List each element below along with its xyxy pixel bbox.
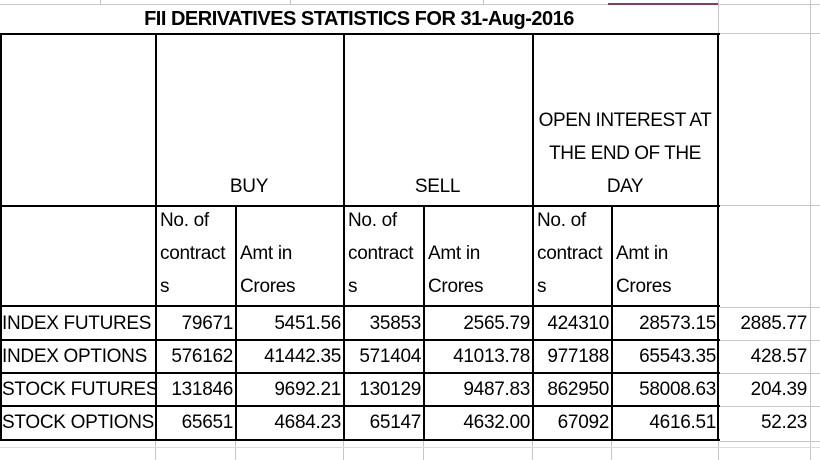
cell-buy-amount[interactable]: 41442.35	[264, 346, 341, 367]
subheader-label: Amt in Crores	[428, 243, 484, 297]
gridline	[718, 0, 719, 33]
cell-extra-amount[interactable]: 428.57	[750, 346, 808, 367]
cell-oi-contracts[interactable]: 977188	[547, 346, 609, 367]
gridline	[0, 447, 820, 448]
gridline	[532, 441, 533, 460]
subheader-oi-contracts[interactable]: No. of contracts	[534, 206, 609, 305]
gridline	[483, 0, 484, 5]
row-label[interactable]: INDEX OPTIONS	[2, 346, 147, 367]
table-border	[155, 33, 157, 441]
group-header-sell-label: SELL	[414, 176, 461, 197]
cell-oi-amount[interactable]: 58008.63	[639, 379, 716, 400]
gridline	[720, 205, 820, 206]
cell-oi-contracts[interactable]: 862950	[547, 379, 609, 400]
table-border	[0, 372, 720, 374]
row-label[interactable]: STOCK OPTIONS	[2, 412, 154, 433]
cell-oi-contracts[interactable]: 424310	[547, 313, 609, 334]
gridline	[343, 441, 344, 460]
cell-sell-amount[interactable]: 2565.79	[463, 313, 530, 334]
gridline	[720, 441, 820, 442]
subheader-buy-amount[interactable]: Amt in Crores	[237, 206, 341, 305]
cell-buy-amount[interactable]: 9692.21	[274, 379, 341, 400]
cell-oi-amount[interactable]: 28573.15	[639, 313, 716, 334]
gridline	[720, 406, 820, 407]
accent-cell-border	[608, 3, 718, 5]
table-border	[235, 205, 237, 441]
subheader-sell-amount[interactable]: Amt in Crores	[425, 206, 530, 305]
gridline	[718, 4, 820, 5]
subheader-label: Amt in Crores	[616, 243, 672, 297]
cell-sell-amount[interactable]: 41013.78	[453, 346, 530, 367]
cell-extra-amount[interactable]: 52.23	[760, 412, 807, 433]
subheader-oi-amount[interactable]: Amt in Crores	[613, 206, 716, 305]
subheader-label: No. of contracts	[160, 210, 226, 297]
gridline	[423, 441, 424, 460]
cell-buy-contracts[interactable]: 79671	[181, 313, 234, 334]
gridline	[720, 33, 820, 34]
row-label[interactable]: INDEX FUTURES	[2, 313, 152, 334]
table-border	[0, 33, 720, 35]
cell-oi-amount[interactable]: 65543.35	[639, 346, 716, 367]
gridline	[100, 0, 101, 5]
cell-extra-amount[interactable]: 204.39	[750, 379, 808, 400]
table-border	[423, 205, 425, 441]
title-cell[interactable]: FII DERIVATIVES STATISTICS FOR 31-Aug-20…	[144, 8, 574, 30]
table-border	[0, 33, 2, 441]
cell-sell-contracts[interactable]: 571404	[359, 346, 421, 367]
cell-buy-contracts[interactable]: 65651	[181, 412, 234, 433]
table-border	[611, 205, 613, 441]
subheader-label: No. of contracts	[537, 210, 603, 297]
subheader-buy-contracts[interactable]: No. of contracts	[157, 206, 233, 305]
gridline	[235, 441, 236, 460]
cell-sell-contracts[interactable]: 35853	[369, 313, 422, 334]
table-border	[717, 33, 719, 441]
subheader-label: No. of contracts	[348, 210, 414, 297]
group-header-open-interest[interactable]: OPEN INTEREST AT THE END OF THE DAY	[534, 33, 716, 203]
group-header-sell[interactable]: SELL	[345, 33, 530, 203]
cell-sell-contracts[interactable]: 65147	[369, 412, 422, 433]
cell-oi-contracts[interactable]: 67092	[557, 412, 610, 433]
row-label[interactable]: STOCK FUTURES	[2, 379, 155, 400]
cell-buy-contracts[interactable]: 131846	[171, 379, 233, 400]
cell-sell-amount[interactable]: 4632.00	[463, 412, 530, 433]
cell-buy-contracts[interactable]: 576162	[171, 346, 233, 367]
cell-sell-contracts[interactable]: 130129	[359, 379, 421, 400]
gridline	[155, 441, 156, 460]
cell-sell-amount[interactable]: 9487.83	[463, 379, 530, 400]
gridline	[720, 373, 820, 374]
table-border	[0, 205, 720, 207]
group-header-buy-label: BUY	[229, 176, 269, 197]
gridline	[810, 0, 811, 460]
group-header-open-interest-label: OPEN INTEREST AT THE END OF THE DAY	[538, 110, 712, 197]
table-border	[343, 33, 345, 441]
group-header-buy[interactable]: BUY	[157, 33, 341, 203]
gridline	[720, 307, 820, 308]
table-border	[0, 439, 720, 441]
table-border	[532, 33, 534, 441]
cell-buy-amount[interactable]: 4684.23	[274, 412, 341, 433]
cell-oi-amount[interactable]: 4616.51	[649, 412, 716, 433]
table-border	[0, 305, 720, 307]
subheader-label: Amt in Crores	[240, 243, 296, 297]
table-border	[0, 339, 720, 341]
cell-extra-amount[interactable]: 2885.77	[740, 313, 807, 334]
gridline	[611, 441, 612, 460]
subheader-sell-contracts[interactable]: No. of contracts	[345, 206, 421, 305]
table-border	[0, 405, 720, 407]
gridline	[0, 4, 608, 5]
gridline	[720, 340, 820, 341]
gridline	[718, 441, 719, 460]
cell-buy-amount[interactable]: 5451.56	[274, 313, 341, 334]
gridline	[290, 0, 291, 5]
